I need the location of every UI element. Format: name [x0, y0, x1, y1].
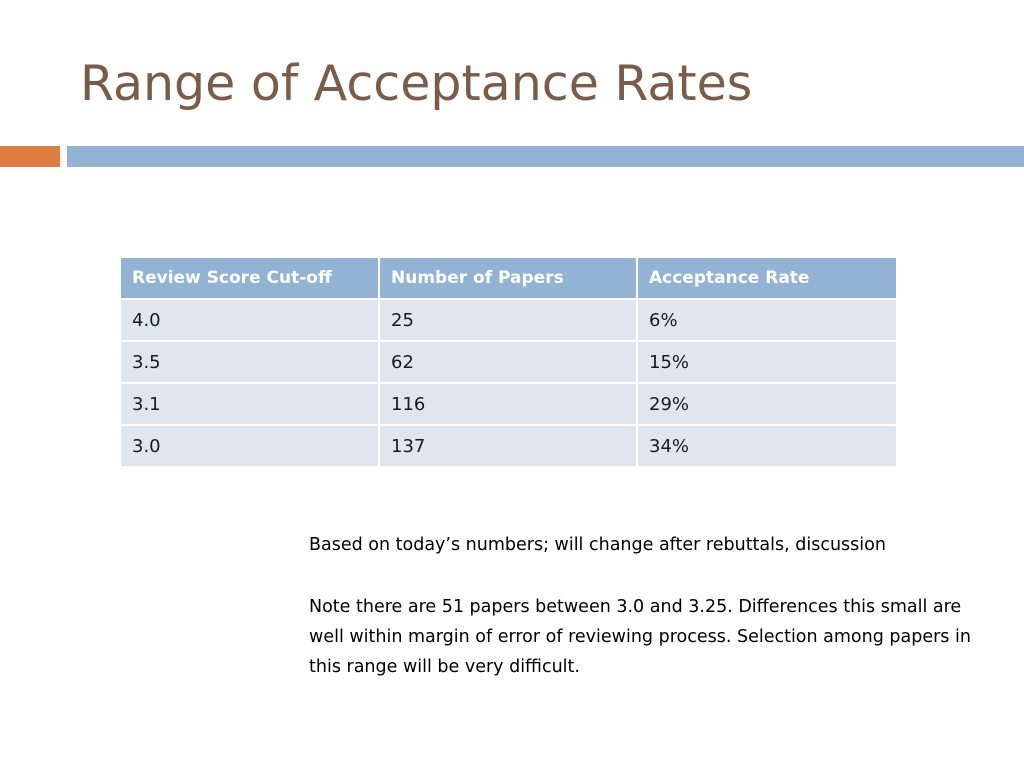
accent-bar-orange [0, 146, 60, 167]
table-row: 3.1 116 29% [119, 382, 898, 426]
slide-title: Range of Acceptance Rates [80, 55, 753, 112]
note-numbers-caveat: Based on today’s numbers; will change af… [309, 535, 886, 555]
cell-papers: 25 [378, 298, 638, 342]
note-score-range: Note there are 51 papers between 3.0 and… [309, 597, 971, 677]
cell-cutoff: 4.0 [119, 298, 380, 342]
header-number-of-papers: Number of Papers [378, 256, 638, 300]
accent-bar-blue [67, 146, 1024, 167]
table-header-row: Review Score Cut-off Number of Papers Ac… [119, 256, 898, 300]
cell-papers: 62 [378, 340, 638, 384]
cell-papers: 137 [378, 424, 638, 468]
table-row: 3.0 137 34% [119, 424, 898, 468]
cell-papers: 116 [378, 382, 638, 426]
cell-cutoff: 3.1 [119, 382, 380, 426]
table-row: 3.5 62 15% [119, 340, 898, 384]
cell-cutoff: 3.5 [119, 340, 380, 384]
table-row: 4.0 25 6% [119, 298, 898, 342]
notes-text-box: Based on today’s numbers; will change af… [309, 530, 999, 682]
header-acceptance-rate: Acceptance Rate [636, 256, 898, 300]
cell-rate: 34% [636, 424, 898, 468]
cell-rate: 29% [636, 382, 898, 426]
acceptance-rates-table: Review Score Cut-off Number of Papers Ac… [119, 256, 898, 468]
cell-rate: 6% [636, 298, 898, 342]
header-review-score-cutoff: Review Score Cut-off [119, 256, 380, 300]
cell-rate: 15% [636, 340, 898, 384]
cell-cutoff: 3.0 [119, 424, 380, 468]
